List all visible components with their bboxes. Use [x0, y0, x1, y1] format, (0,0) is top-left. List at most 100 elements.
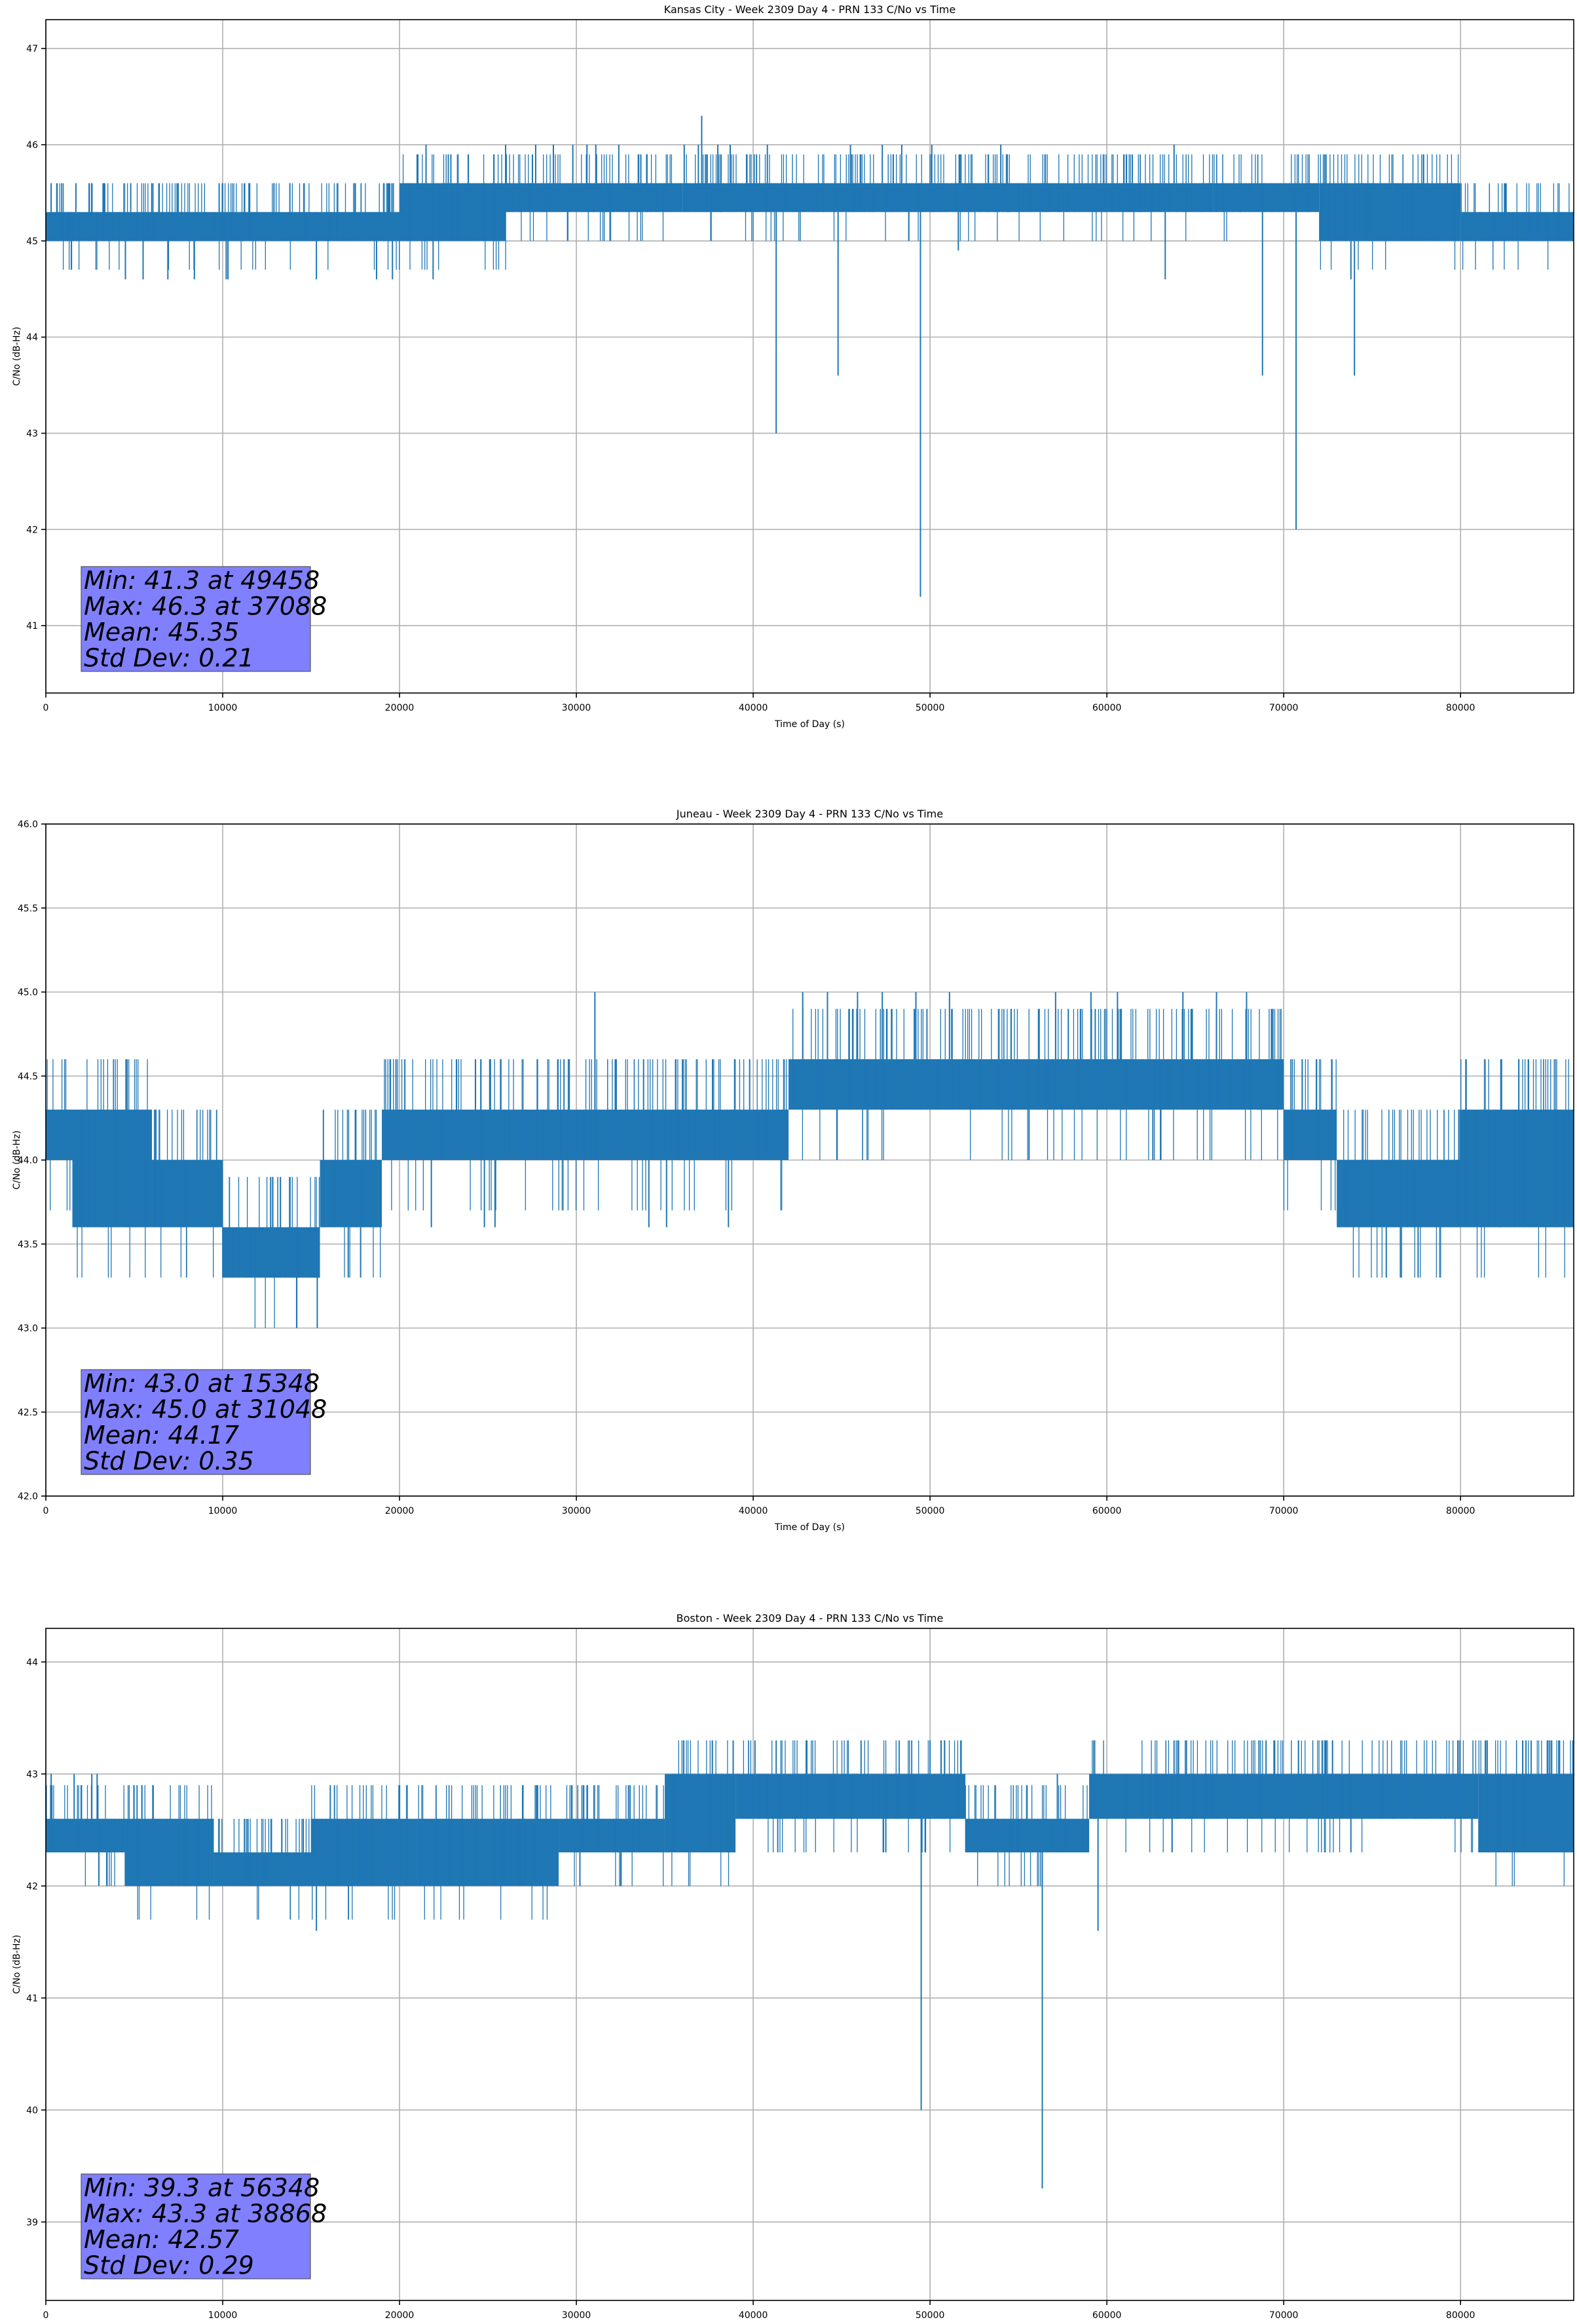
flicker-lines: [217, 1818, 310, 1920]
x-tick-label: 20000: [385, 703, 415, 713]
x-tick-label: 60000: [1092, 1506, 1122, 1516]
flicker-lines: [682, 154, 1107, 241]
x-tick-label: 80000: [1446, 703, 1475, 713]
y-tick-label: 44.5: [18, 1072, 38, 1082]
band-segment: [46, 212, 223, 241]
flicker-lines: [322, 1110, 381, 1278]
x-tick-label: 10000: [208, 2310, 238, 2321]
stats-box: [81, 1369, 311, 1475]
flicker-lines: [225, 1176, 320, 1328]
x-tick-label: 0: [43, 1506, 49, 1516]
x-tick-label: 30000: [562, 1506, 591, 1516]
stats-line: Max: 46.3 at 37088: [84, 592, 327, 621]
flicker-lines: [1460, 183, 1574, 270]
chart-panel-kansas-city: 0 10000 20000 30000 40000 50000 60000 70000 8000…: [12, 3, 1574, 730]
band-segment: [382, 1110, 789, 1160]
stats-line: Mean: 45.35: [84, 618, 239, 647]
x-tick-label: 60000: [1092, 703, 1122, 713]
x-tick-label: 50000: [916, 1506, 945, 1516]
flicker-lines: [1338, 1110, 1461, 1278]
flicker-lines: [965, 1785, 1088, 1886]
flicker-lines: [127, 1785, 212, 1920]
band-segment: [213, 1852, 312, 1886]
stats-box: [81, 2173, 311, 2279]
chart-title: Juneau - Week 2309 Day 4 - PRN 133 C/No …: [676, 808, 943, 820]
band-segment: [1478, 1774, 1574, 1852]
y-tick-label: 39: [26, 2217, 38, 2228]
flicker-lines: [402, 154, 506, 270]
stats-line: Max: 45.0 at 31048: [84, 1395, 327, 1424]
flicker-lines: [1089, 1740, 1477, 1852]
band-segment: [1089, 1774, 1479, 1819]
flicker-lines: [743, 1740, 963, 1852]
y-axis-label: C/No (dB-Hz): [12, 327, 22, 386]
y-axis-label: C/No (dB-Hz): [12, 1131, 22, 1190]
x-tick-label: 10000: [208, 1506, 238, 1516]
flicker-lines: [222, 183, 400, 270]
stats-line: Max: 43.3 at 38868: [84, 2200, 327, 2228]
y-tick-label: 45: [26, 236, 38, 247]
y-axis-label: C/No (dB-Hz): [12, 1935, 22, 1994]
y-axis: 39 40 41 42 43 44: [26, 1657, 46, 2228]
y-tick-label: 42.5: [18, 1408, 38, 1418]
x-tick-label: 50000: [916, 2310, 945, 2321]
stats-line: Mean: 44.17: [84, 1421, 239, 1450]
flicker-lines: [1460, 1059, 1570, 1278]
stats-line: Min: 41.3 at 49458: [84, 566, 320, 595]
x-tick-label: 30000: [562, 2310, 591, 2321]
chart-panel-juneau: 0 10000 20000 30000 40000 50000 60000 70000 8000…: [12, 808, 1574, 1533]
data-series: [46, 1740, 1574, 2188]
x-axis: 0 10000 20000 30000 40000 50000 60000 70000 8000…: [43, 1496, 1475, 1516]
x-tick-label: 10000: [208, 703, 238, 713]
flicker-lines: [418, 1785, 553, 1920]
band-segment: [152, 1160, 223, 1228]
flicker-lines: [50, 183, 223, 270]
axes-frame: [45, 1628, 1574, 2301]
band-segment: [223, 212, 400, 241]
chart-panel-boston: 0 10000 20000 30000 40000 50000 60000 70000 8000…: [12, 1612, 1574, 2321]
chart-title: Kansas City - Week 2309 Day 4 - PRN 133 …: [664, 3, 955, 16]
x-tick-label: 30000: [562, 703, 591, 713]
y-tick-label: 45.0: [18, 988, 38, 998]
axes-frame: [45, 19, 1574, 694]
y-tick-label: 40: [26, 2105, 38, 2116]
y-tick-label: 41: [26, 621, 38, 631]
x-tick-label: 40000: [739, 2310, 768, 2321]
y-tick-label: 46: [26, 140, 38, 151]
y-tick-label: 44.0: [18, 1155, 38, 1166]
flicker-lines: [671, 1740, 733, 1886]
y-tick-label: 42: [26, 525, 38, 535]
x-axis-label: Time of Day (s): [774, 1522, 845, 1533]
grid: [45, 20, 1574, 693]
stats-line: Std Dev: 0.21: [84, 644, 254, 673]
x-tick-label: 50000: [916, 703, 945, 713]
x-tick-label: 80000: [1446, 1506, 1475, 1516]
x-tick-label: 20000: [385, 2310, 415, 2321]
band-segment: [559, 1818, 665, 1852]
flicker-lines: [1320, 154, 1459, 270]
stats-line: Min: 39.3 at 56348: [84, 2173, 320, 2202]
y-axis: 41 42 43 44 45 46 47: [26, 44, 46, 631]
y-tick-label: 43.0: [18, 1324, 38, 1334]
x-tick-label: 0: [43, 2310, 49, 2321]
y-tick-label: 46.0: [18, 819, 38, 830]
band-segment: [72, 1110, 153, 1228]
flicker-lines: [1478, 1740, 1573, 1886]
y-tick-label: 42.0: [18, 1491, 38, 1502]
flicker-lines: [382, 1059, 787, 1210]
x-tick-label: 20000: [385, 1506, 415, 1516]
band-segment: [223, 1227, 320, 1278]
band-segment: [1284, 1110, 1337, 1160]
y-tick-label: 41: [26, 1993, 38, 2004]
flicker-lines: [1106, 154, 1214, 241]
chart-title: Boston - Week 2309 Day 4 - PRN 133 C/No …: [677, 1612, 944, 1624]
data-series: [46, 115, 1574, 597]
flicker-lines: [1214, 154, 1319, 241]
x-tick-label: 70000: [1269, 2310, 1299, 2321]
x-tick-label: 40000: [739, 1506, 768, 1516]
